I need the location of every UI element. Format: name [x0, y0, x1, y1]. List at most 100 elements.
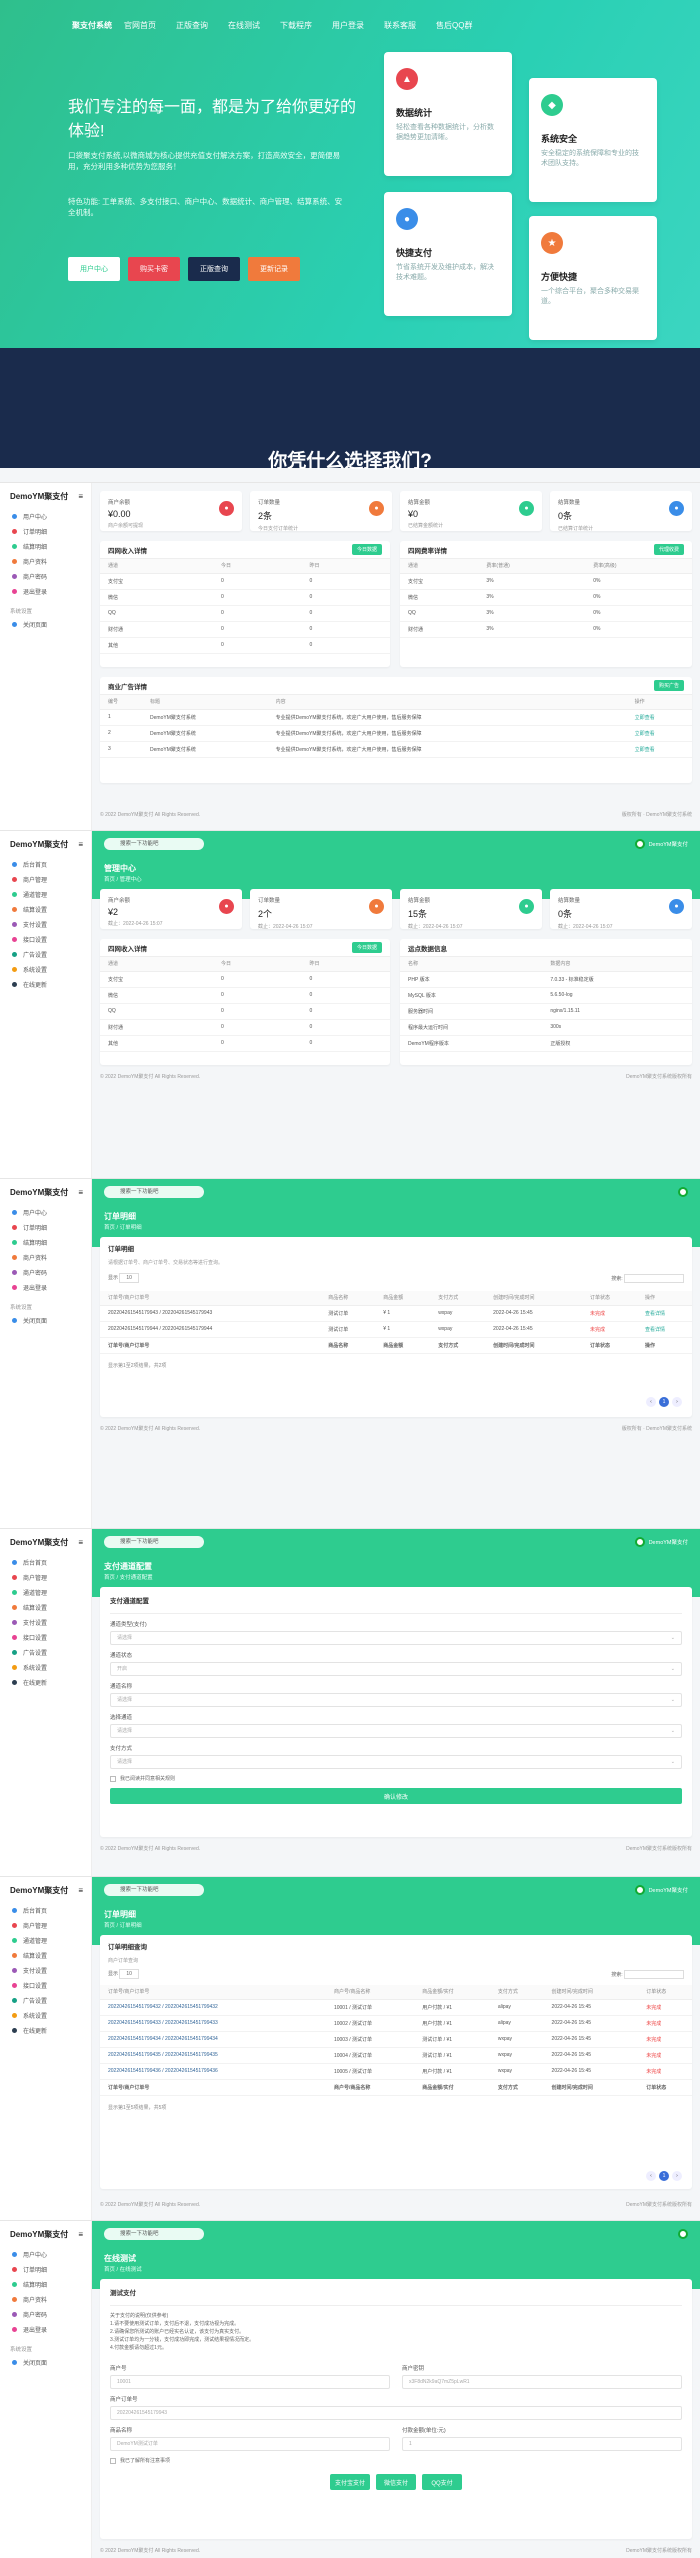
alipay-button[interactable]: 支付宝支付 [330, 2474, 370, 2490]
sidebar-item[interactable]: 用户中心 [0, 509, 91, 524]
sidebar-item[interactable]: 接口设置 [0, 1630, 91, 1645]
menu-toggle-icon[interactable]: ≡ [78, 491, 83, 501]
menu-toggle-icon[interactable]: ≡ [78, 1885, 83, 1895]
sidebar-item[interactable]: 退出登录 [0, 584, 91, 599]
wxpay-button[interactable]: 微信支付 [376, 2474, 416, 2490]
table-cell[interactable]: 查看详情 [636, 1321, 692, 1338]
hero-nav-item[interactable]: 聚支付系统 [72, 21, 112, 30]
sidebar-item[interactable]: 通道管理 [0, 887, 91, 902]
select-field[interactable]: 开启 ⌄ [110, 1662, 682, 1676]
sidebar-item[interactable]: 系统设置 [0, 1660, 91, 1675]
hero-button[interactable]: 更新记录 [248, 257, 300, 281]
table-cell[interactable]: 立即查看 [626, 741, 692, 758]
sidebar-item[interactable]: 订单明细 [0, 2262, 91, 2277]
sidebar-item[interactable]: 后台首页 [0, 857, 91, 872]
pagination[interactable]: ‹ 1 › [646, 2171, 682, 2181]
sidebar-item[interactable]: 用户中心 [0, 1205, 91, 1220]
sidebar-item[interactable]: 在线更新 [0, 977, 91, 992]
user-menu[interactable] [678, 2229, 688, 2239]
buy-ad-button[interactable]: 购买广告 [653, 680, 684, 691]
menu-toggle-icon[interactable]: ≡ [78, 839, 83, 849]
hero-button[interactable]: 正版查询 [188, 257, 240, 281]
sidebar-item[interactable]: 广告设置 [0, 1645, 91, 1660]
sidebar-item[interactable]: 广告设置 [0, 947, 91, 962]
hero-nav-item[interactable]: 联系客服 [384, 21, 416, 30]
user-menu[interactable] [678, 1187, 688, 1197]
user-menu[interactable]: DemoYM聚支付 [634, 839, 688, 849]
sidebar-item[interactable]: 通道管理 [0, 1933, 91, 1948]
search-input[interactable]: 搜索一下功能吧 [104, 1884, 204, 1896]
table-cell[interactable]: 查看详情 [636, 1305, 692, 1322]
sidebar-item[interactable]: 广告设置 [0, 1993, 91, 2008]
sidebar-item[interactable]: 商户管理 [0, 1570, 91, 1585]
sidebar-item-close[interactable]: 关闭页面 [0, 1313, 91, 1328]
menu-toggle-icon[interactable]: ≡ [78, 1187, 83, 1197]
sidebar-item[interactable]: 商户管理 [0, 1918, 91, 1933]
hero-button[interactable]: 购买卡密 [128, 257, 180, 281]
sidebar-item[interactable]: 商户管理 [0, 872, 91, 887]
sidebar-item[interactable]: 商户资料 [0, 2292, 91, 2307]
sidebar-item[interactable]: 订单明细 [0, 524, 91, 539]
table-cell[interactable]: 立即查看 [626, 725, 692, 742]
sidebar-item[interactable]: 商户密码 [0, 2307, 91, 2322]
page-size[interactable]: 显示 10 [108, 1969, 139, 1979]
sidebar-item[interactable]: 在线更新 [0, 2023, 91, 2038]
pagination[interactable]: ‹ 1 › [646, 1397, 682, 1407]
sidebar-item[interactable]: 用户中心 [0, 2247, 91, 2262]
sidebar-item[interactable]: 退出登录 [0, 1280, 91, 1295]
sidebar-item[interactable]: 后台首页 [0, 1903, 91, 1918]
sidebar-item[interactable]: 结算明细 [0, 2277, 91, 2292]
table-cell[interactable]: 立即查看 [626, 709, 692, 726]
sidebar-item[interactable]: 接口设置 [0, 932, 91, 947]
sidebar-item[interactable]: 结算设置 [0, 1948, 91, 1963]
sidebar-item[interactable]: 系统设置 [0, 2008, 91, 2023]
sidebar-item[interactable]: 在线更新 [0, 1675, 91, 1690]
hero-nav-item[interactable]: 售后QQ群 [436, 21, 473, 30]
menu-toggle-icon[interactable]: ≡ [78, 2229, 83, 2239]
sidebar-item[interactable]: 支付设置 [0, 917, 91, 932]
sidebar-item[interactable]: 支付设置 [0, 1615, 91, 1630]
sidebar-item[interactable]: 退出登录 [0, 2322, 91, 2337]
table-search[interactable]: 搜索: [611, 1970, 684, 1979]
agree-checkbox[interactable]: 我已阅读并同意相关规则 [110, 1775, 682, 1782]
hero-nav-item[interactable]: 用户登录 [332, 21, 364, 30]
menu-toggle-icon[interactable]: ≡ [78, 1537, 83, 1547]
select-field[interactable]: 请选择 ⌄ [110, 1631, 682, 1645]
user-menu[interactable]: DemoYM聚支付 [634, 1885, 688, 1895]
order-no-input[interactable]: 202204261545179943 [110, 2406, 682, 2420]
search-input[interactable]: 搜索一下功能吧 [104, 838, 204, 850]
sidebar-item[interactable]: 支付设置 [0, 1963, 91, 1978]
hero-nav-item[interactable]: 官网首页 [124, 21, 156, 30]
submit-button[interactable]: 确认修改 [110, 1788, 682, 1804]
merchant-id-input[interactable]: 10001 [110, 2375, 390, 2389]
sidebar-item[interactable]: 商户密码 [0, 1265, 91, 1280]
sidebar-item[interactable]: 订单明细 [0, 1220, 91, 1235]
sidebar-item[interactable]: 结算设置 [0, 902, 91, 917]
select-field[interactable]: 请选择 ⌄ [110, 1724, 682, 1738]
search-input[interactable]: 搜索一下功能吧 [104, 1186, 204, 1198]
product-name-input[interactable]: DemoYM测试订单 [110, 2437, 390, 2451]
hero-nav-item[interactable]: 正版查询 [176, 21, 208, 30]
page-size[interactable]: 显示 10 [108, 1273, 139, 1283]
sidebar-item[interactable]: 系统设置 [0, 962, 91, 977]
sidebar-item[interactable]: 结算明细 [0, 1235, 91, 1250]
sidebar-item[interactable]: 结算明细 [0, 539, 91, 554]
qqpay-button[interactable]: QQ支付 [422, 2474, 462, 2490]
sidebar-item[interactable]: 商户密码 [0, 569, 91, 584]
sidebar-item[interactable]: 商户资料 [0, 1250, 91, 1265]
sidebar-item[interactable]: 商户资料 [0, 554, 91, 569]
sidebar-item[interactable]: 结算设置 [0, 1600, 91, 1615]
agree-checkbox[interactable]: 我已了解所有注意事项 [110, 2457, 682, 2464]
today-data-button[interactable]: 今日数据 [351, 544, 382, 555]
sidebar-item[interactable]: 接口设置 [0, 1978, 91, 1993]
table-search[interactable]: 搜索: [611, 1274, 684, 1283]
select-field[interactable]: 请选择 ⌄ [110, 1755, 682, 1769]
agent-fee-button[interactable]: 代理收费 [653, 544, 684, 555]
merchant-key-input[interactable]: x3F8dN2k9aQ7mZ5pLwR1 [402, 2375, 682, 2389]
search-input[interactable]: 搜索一下功能吧 [104, 2228, 204, 2240]
today-data-button[interactable]: 今日数据 [351, 942, 382, 953]
sidebar-item-close[interactable]: 关闭页面 [0, 617, 91, 632]
sidebar-item-close[interactable]: 关闭页面 [0, 2355, 91, 2370]
amount-input[interactable]: 1 [402, 2437, 682, 2451]
sidebar-item[interactable]: 通道管理 [0, 1585, 91, 1600]
